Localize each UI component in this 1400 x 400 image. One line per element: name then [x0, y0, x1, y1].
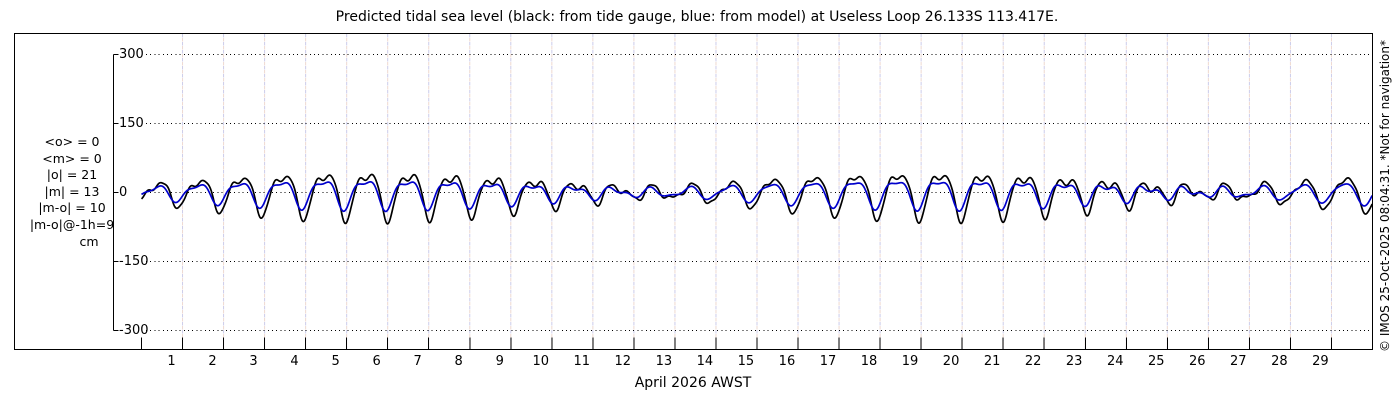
y-tick-label: 300 [119, 47, 144, 63]
x-tick-label: 7 [413, 354, 422, 369]
x-tick-label: 29 [1312, 354, 1329, 369]
y-tick-label: 150 [119, 116, 144, 132]
x-tick-label: 15 [737, 354, 755, 369]
x-tick-label: 20 [942, 354, 960, 369]
y-tick-label: -300 [119, 323, 149, 339]
x-tick-label: 27 [1230, 354, 1247, 369]
stat-abs-model: |m| = 13 [44, 183, 100, 199]
x-tick-label: 26 [1189, 354, 1206, 369]
stat-mean-model: <m> = 0 [42, 150, 102, 166]
x-tick-label: 28 [1271, 354, 1288, 369]
x-tick-label: 21 [983, 354, 1001, 369]
x-tick-label: 4 [290, 354, 299, 369]
x-tick-label: 13 [655, 354, 673, 369]
x-tick-label: 23 [1065, 354, 1083, 369]
x-tick-label: 16 [778, 354, 796, 369]
credit-watermark: © IMOS 25-Oct-2025 08:04:31. *Not for na… [1378, 40, 1392, 352]
y-tick-label: -150 [119, 254, 149, 270]
x-tick-label: 19 [901, 354, 919, 369]
x-tick-label: 6 [372, 354, 381, 369]
stats-block: <o> = 0 <m> = 0 |o| = 21 |m| = 13 |m-o| … [4, 134, 140, 250]
x-tick-label: 25 [1147, 354, 1165, 369]
x-tick-label: 14 [696, 354, 714, 369]
series-model-line [140, 181, 1373, 213]
x-tick-label: 9 [495, 354, 504, 369]
x-tick-label: 24 [1106, 354, 1124, 369]
stat-mean-observed: <o> = 0 [44, 134, 100, 149]
x-tick-label: 17 [819, 354, 837, 369]
stat-abs-misfit-lag: |m-o|@-1h=9 [29, 216, 115, 232]
x-tick-label: 18 [860, 354, 878, 369]
x-tick-label: 1 [167, 354, 176, 369]
plot-border [14, 33, 1373, 350]
x-tick-label: 2 [208, 354, 217, 369]
x-tick-label: 5 [331, 354, 340, 369]
stat-units: cm [79, 233, 99, 249]
y-tick-label: 0 [119, 185, 128, 201]
stat-abs-misfit: |m-o| = 10 [38, 200, 106, 216]
x-tick-label: 22 [1024, 354, 1042, 369]
x-tick-label: 3 [249, 354, 258, 369]
x-tick-label: 12 [614, 354, 632, 369]
x-axis-title: April 2026 AWST [634, 375, 752, 391]
chart-title: Predicted tidal sea level (black: from t… [335, 9, 1059, 25]
x-tick-label: 11 [573, 354, 591, 369]
x-tick-label: 8 [454, 354, 463, 369]
x-tick-label: 10 [532, 354, 550, 369]
stat-abs-observed: |o| = 21 [46, 167, 98, 183]
